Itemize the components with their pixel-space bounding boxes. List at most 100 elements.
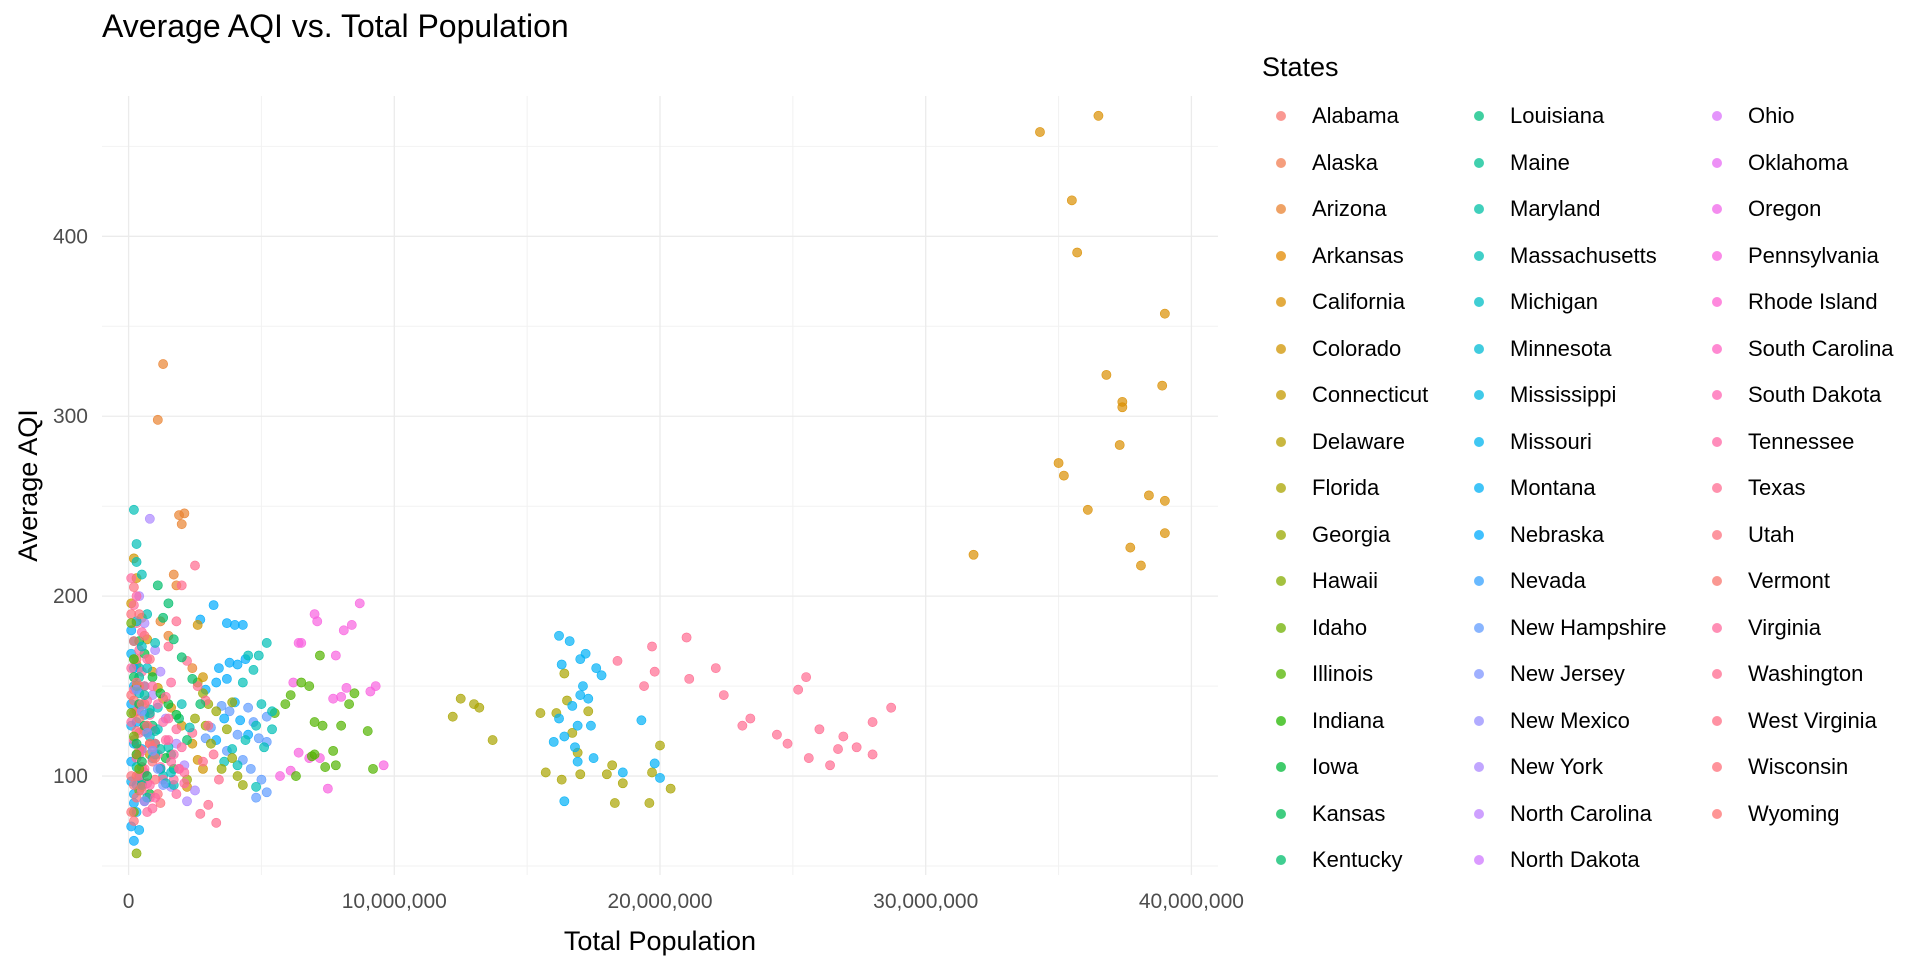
data-point bbox=[203, 799, 214, 810]
legend-item: Pennsylvania bbox=[1698, 233, 1898, 280]
legend-key-dot bbox=[1276, 390, 1286, 401]
data-point bbox=[136, 569, 147, 580]
data-point bbox=[206, 738, 216, 749]
data-point bbox=[684, 674, 695, 684]
data-point bbox=[253, 650, 264, 661]
legend-key-dot bbox=[1474, 297, 1484, 308]
data-point bbox=[567, 727, 578, 738]
data-point bbox=[296, 638, 307, 648]
data-point bbox=[344, 699, 355, 709]
legend-item: Ohio bbox=[1698, 93, 1898, 140]
data-point bbox=[232, 760, 243, 771]
legend-item: Kansas bbox=[1262, 791, 1460, 838]
legend: States Alabama Alaska Arizona Arkansas Calif… bbox=[1262, 52, 1898, 884]
data-point bbox=[192, 620, 203, 630]
legend-item: West Virginia bbox=[1698, 698, 1898, 745]
data-point bbox=[591, 663, 602, 674]
data-point bbox=[171, 724, 182, 735]
legend-key-dot bbox=[1712, 483, 1722, 494]
legend-column: Alabama Alaska Arizona Arkansas California Co… bbox=[1262, 93, 1460, 884]
x-tick-label: 40,000,000 bbox=[1139, 890, 1244, 913]
data-point bbox=[171, 616, 182, 627]
data-point bbox=[793, 684, 804, 695]
data-point bbox=[559, 796, 570, 807]
data-point bbox=[139, 630, 150, 641]
data-point bbox=[570, 742, 580, 753]
legend-item: Massachusetts bbox=[1460, 233, 1698, 280]
legend-item: Maine bbox=[1460, 140, 1698, 187]
data-point bbox=[144, 513, 155, 524]
legend-item: New York bbox=[1460, 744, 1698, 791]
data-point bbox=[128, 582, 139, 593]
legend-title: States bbox=[1262, 52, 1339, 82]
data-point bbox=[328, 745, 339, 756]
data-point bbox=[235, 715, 246, 726]
legend-item: Florida bbox=[1262, 465, 1460, 512]
legend-item: Texas bbox=[1698, 465, 1898, 512]
legend-label: Alabama bbox=[1312, 103, 1399, 129]
legend-label: Minnesota bbox=[1510, 335, 1612, 361]
data-point bbox=[237, 620, 248, 630]
data-point bbox=[280, 699, 291, 709]
legend-label: North Carolina bbox=[1510, 800, 1652, 826]
data-point bbox=[166, 767, 176, 778]
legend-key-dot bbox=[1276, 250, 1286, 261]
data-point bbox=[224, 657, 235, 668]
data-point bbox=[296, 677, 307, 688]
legend-key-dot bbox=[1474, 436, 1484, 447]
data-point bbox=[211, 677, 222, 688]
legend-key-dot bbox=[1712, 808, 1722, 819]
legend-key-dot bbox=[1712, 204, 1722, 215]
legend-label: Montana bbox=[1510, 475, 1596, 501]
data-point bbox=[190, 560, 200, 571]
legend-key-dot bbox=[1276, 855, 1286, 866]
legend-item: California bbox=[1262, 279, 1460, 326]
data-point bbox=[139, 690, 150, 700]
data-point bbox=[256, 699, 267, 709]
data-point bbox=[182, 735, 192, 745]
data-point bbox=[158, 612, 169, 623]
data-point bbox=[131, 738, 142, 749]
data-point bbox=[147, 745, 158, 756]
legend-item: Vermont bbox=[1698, 558, 1898, 605]
legend-key-dot bbox=[1276, 204, 1286, 215]
data-point bbox=[166, 677, 176, 688]
legend-key-dot bbox=[1474, 529, 1484, 540]
data-point bbox=[128, 600, 139, 611]
data-point bbox=[176, 742, 187, 753]
data-point bbox=[1035, 127, 1045, 137]
data-point bbox=[150, 726, 161, 736]
legend-item: Indiana bbox=[1262, 698, 1460, 745]
data-point bbox=[214, 663, 224, 674]
data-point bbox=[128, 654, 139, 665]
legend-label: New York bbox=[1510, 754, 1603, 780]
legend-label: Vermont bbox=[1748, 568, 1830, 594]
legend-item: Alaska bbox=[1262, 140, 1460, 187]
data-point bbox=[171, 709, 182, 720]
data-point bbox=[291, 771, 301, 781]
legend-label: North Dakota bbox=[1510, 847, 1640, 873]
legend-label: Michigan bbox=[1510, 289, 1599, 315]
data-point bbox=[128, 636, 139, 647]
legend-key-dot bbox=[1474, 669, 1484, 680]
legend-label: Nebraska bbox=[1510, 521, 1605, 547]
data-point bbox=[147, 672, 158, 683]
data-point bbox=[245, 763, 256, 774]
legend-key-dot bbox=[1276, 529, 1286, 540]
data-point bbox=[1144, 490, 1154, 501]
data-point bbox=[219, 713, 230, 724]
data-point bbox=[158, 780, 169, 790]
legend-label: Oregon bbox=[1748, 196, 1822, 222]
data-point bbox=[968, 549, 979, 560]
data-point bbox=[1072, 247, 1083, 258]
data-point bbox=[187, 674, 198, 684]
data-point bbox=[243, 702, 254, 713]
legend-label: Delaware bbox=[1312, 428, 1405, 454]
data-point bbox=[556, 774, 567, 785]
data-point bbox=[168, 749, 179, 760]
data-point bbox=[128, 816, 139, 826]
legend-column: Ohio Oklahoma Oregon Pennsylvania Rhode Isla… bbox=[1698, 93, 1898, 884]
data-point bbox=[221, 674, 232, 684]
data-point bbox=[251, 792, 262, 803]
data-point bbox=[710, 663, 721, 674]
